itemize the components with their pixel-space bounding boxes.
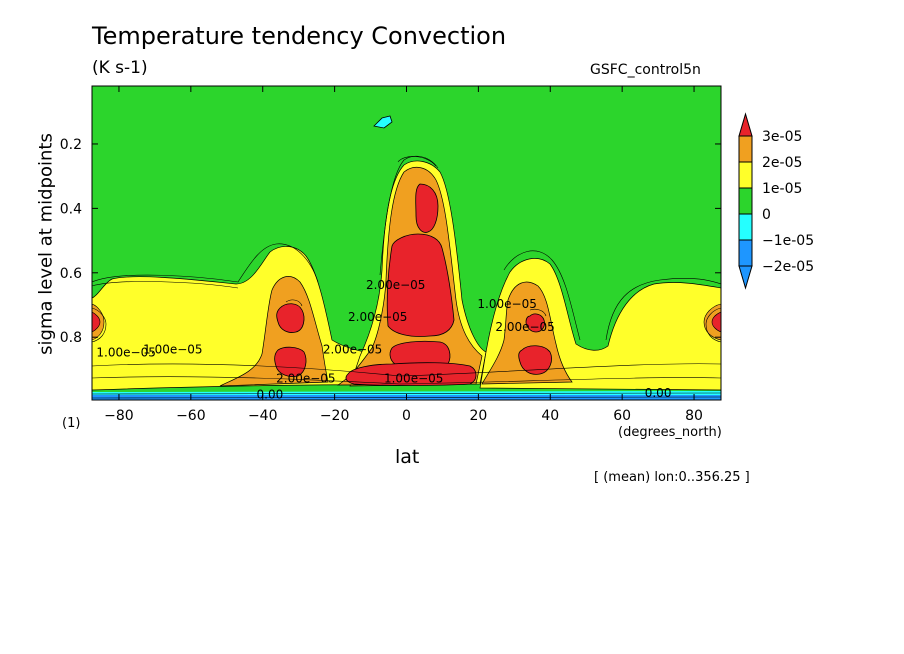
contour-label: 1.00e−05 — [477, 297, 536, 311]
y-tick-label: 0.2 — [60, 137, 82, 153]
contour-band-red-equator-upper — [415, 183, 439, 233]
x-tick-label: 60 — [613, 408, 631, 424]
contour-band-red-equator-base — [345, 362, 477, 386]
colorbar-top-arrow — [738, 112, 753, 137]
contour-label: 2.00e−05 — [276, 371, 335, 385]
colorbar-label: 2e-05 — [762, 155, 802, 171]
colorbar-label: −1e-05 — [762, 233, 814, 249]
x-tick-label: 0 — [402, 408, 411, 424]
x-tick-label: −20 — [320, 408, 350, 424]
contour-label: 2.00e−05 — [348, 310, 407, 324]
x-axis-label: lat — [395, 446, 420, 468]
contour-band-red-south-upper — [276, 303, 305, 333]
colorbar-swatch — [738, 213, 753, 241]
contour-label: 2.00e−05 — [366, 278, 425, 292]
x-axis: −80 −60 −40 −20 0 20 40 60 80 — [104, 86, 703, 424]
averaging-note: [ (mean) lon:0..356.25 ] — [594, 470, 750, 485]
contour-label: 1.00e−05 — [143, 342, 202, 356]
contour-band-red-equator-core — [386, 233, 455, 337]
colorbar-label: 3e-05 — [762, 129, 802, 145]
y-axis-units: (1) — [62, 416, 81, 431]
x-axis-units: (degrees_north) — [618, 425, 722, 440]
contour-band-red-south-pole — [92, 311, 101, 333]
contour-band-red-north-lower — [518, 345, 552, 375]
contour-label: 1.00e−05 — [384, 371, 443, 385]
y-tick-label: 0.6 — [60, 266, 82, 282]
x-tick-label: 80 — [685, 408, 703, 424]
contour-field: 1.00e−051.00e−05 2.00e−052.00e−052.00e−05… — [92, 86, 721, 401]
contour-label: 0.00 — [645, 386, 672, 400]
x-tick-label: −60 — [176, 408, 206, 424]
contour-label: 2.00e−05 — [323, 342, 382, 356]
x-tick-label: 20 — [469, 408, 487, 424]
x-tick-label: −40 — [248, 408, 278, 424]
y-axis: 0.2 0.4 0.6 0.8 — [60, 137, 721, 346]
contour-band-red-north-pole — [711, 311, 721, 333]
colorbar-swatch — [738, 239, 753, 267]
x-tick-label: −80 — [104, 408, 134, 424]
contour-band-negative-patch — [373, 115, 393, 129]
colorbar-label: 1e-05 — [762, 181, 802, 197]
colorbar-swatch — [738, 135, 753, 163]
chart-units: (K s-1) — [92, 58, 148, 78]
contour-label: 1.00e−05 — [96, 346, 155, 360]
x-tick-label: 40 — [541, 408, 559, 424]
chart-title: Temperature tendency Convection — [92, 22, 507, 50]
contour-band-red-south-lower — [274, 346, 307, 377]
colorbar: 3e-05 2e-05 1e-05 0 −1e-05 −2e-05 — [738, 112, 814, 290]
colorbar-label: −2e-05 — [762, 259, 814, 275]
colorbar-label: 0 — [762, 207, 771, 223]
y-tick-label: 0.8 — [60, 330, 82, 346]
y-tick-label: 0.4 — [60, 201, 82, 217]
colorbar-swatch — [738, 187, 753, 215]
contour-band-red-north-upper — [525, 313, 545, 333]
dataset-name: GSFC_control5n — [590, 62, 701, 78]
colorbar-bottom-arrow — [738, 265, 753, 290]
contour-label: 2.00e−05 — [495, 320, 554, 334]
contour-label: 0.00 — [257, 387, 284, 401]
contour-lines — [92, 155, 721, 385]
colorbar-swatch — [738, 161, 753, 189]
contour-labels: 1.00e−051.00e−05 2.00e−052.00e−052.00e−05… — [96, 278, 672, 401]
